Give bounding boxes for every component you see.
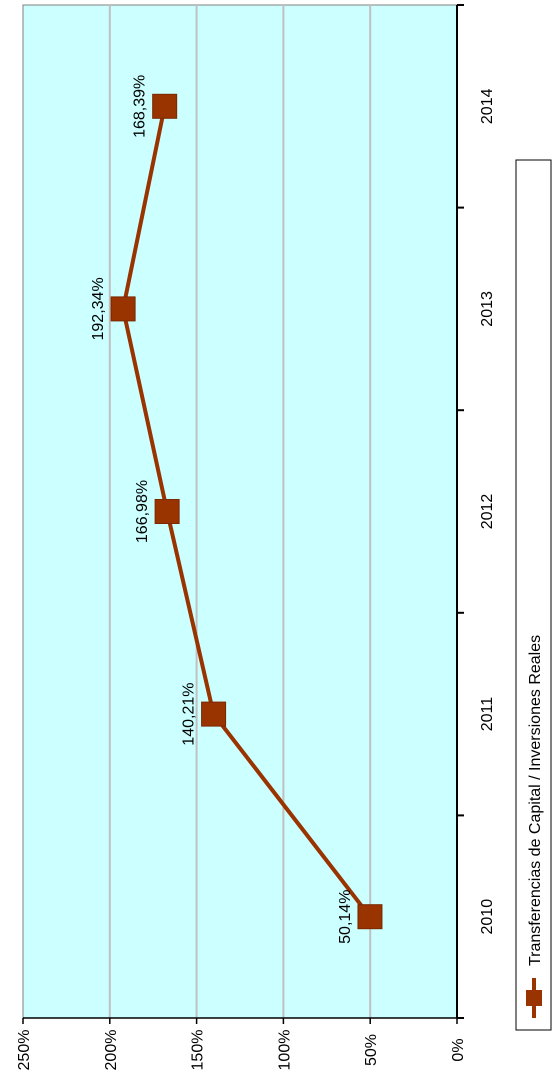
- axes: 0% 50% 100% 150% 200% 250% 2010 2011 2012 2013 201…: [16, 4, 496, 1071]
- series-layer: [110, 93, 383, 930]
- category-tick-label: 2011: [479, 697, 496, 732]
- data-label: 168,39%: [132, 75, 149, 138]
- labels-layer: 50,14% 140,21% 166,98% 192,34% 168,39%: [90, 75, 354, 944]
- data-marker: [357, 904, 383, 930]
- data-marker: [154, 499, 180, 524]
- gridlines: [108, 5, 372, 1018]
- plot-area: [22, 4, 458, 1019]
- legend-marker: [526, 990, 542, 1006]
- value-tick-label: 0%: [450, 1038, 467, 1061]
- category-tick-label: 2012: [479, 494, 496, 530]
- category-tick-label: 2013: [479, 291, 496, 327]
- data-marker: [201, 701, 227, 727]
- category-tick-label: 2014: [479, 88, 496, 124]
- data-label: 166,98%: [134, 480, 151, 543]
- data-label: 50,14%: [337, 890, 354, 944]
- data-marker: [110, 296, 136, 322]
- value-tick-label: 150%: [190, 1030, 207, 1071]
- data-label: 140,21%: [181, 683, 198, 746]
- data-label: 192,34%: [90, 277, 107, 340]
- legend-content: Transferencias de Capital / Inversiones …: [526, 635, 544, 1018]
- legend: Transferencias de Capital / Inversiones …: [515, 159, 552, 1031]
- legend-box: [515, 159, 552, 1031]
- category-tick-label: 2010: [479, 899, 496, 935]
- legend-label: Transferencias de Capital / Inversiones …: [527, 635, 544, 966]
- value-tick-label: 50%: [363, 1034, 380, 1066]
- value-tick-label: 250%: [16, 1030, 33, 1071]
- data-marker: [152, 93, 178, 119]
- value-tick-label: 200%: [103, 1030, 120, 1071]
- value-tick-label: 100%: [276, 1030, 293, 1071]
